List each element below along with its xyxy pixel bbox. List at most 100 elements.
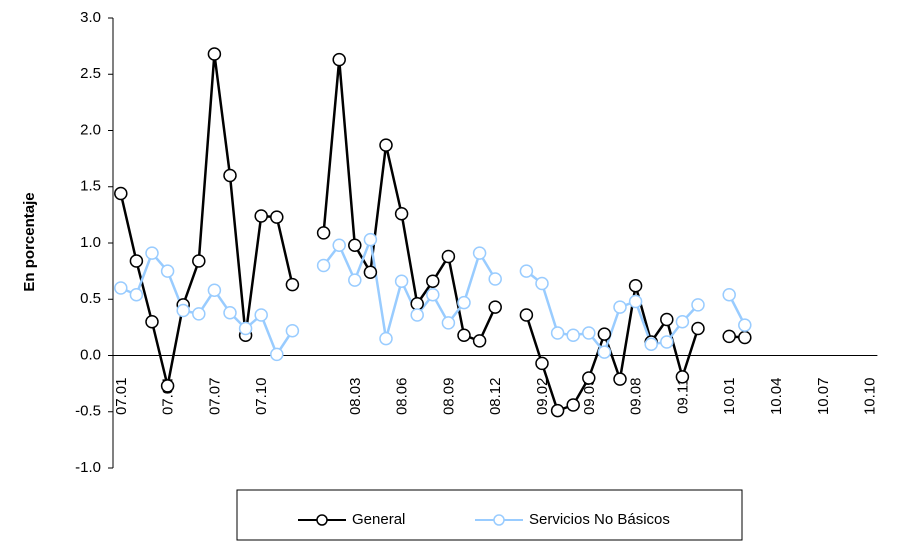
data-point bbox=[660, 335, 674, 349]
data-point bbox=[223, 306, 237, 320]
data-point bbox=[691, 298, 705, 312]
data-point bbox=[348, 238, 362, 252]
data-point bbox=[363, 265, 378, 279]
data-point bbox=[316, 226, 331, 240]
data-point bbox=[628, 294, 643, 309]
data-point bbox=[285, 324, 300, 338]
data-point bbox=[348, 273, 362, 287]
data-point bbox=[114, 281, 128, 295]
x-tick-label: 10.04 bbox=[768, 378, 785, 416]
x-tick-label: 09.11 bbox=[674, 378, 691, 414]
data-point bbox=[582, 326, 596, 340]
data-point bbox=[332, 238, 346, 252]
data-point bbox=[426, 274, 440, 288]
data-point bbox=[270, 347, 284, 362]
x-tick-label: 08.03 bbox=[347, 378, 364, 416]
legend-label: Servicios No Básicos bbox=[529, 511, 670, 528]
data-point bbox=[519, 264, 534, 278]
data-point bbox=[192, 254, 206, 268]
y-tick-label: 2.0 bbox=[80, 121, 101, 138]
data-point bbox=[535, 356, 549, 371]
legend-marker bbox=[493, 514, 505, 526]
y-tick-label: 0.0 bbox=[80, 346, 101, 363]
data-point bbox=[613, 372, 627, 386]
legend-marker bbox=[316, 514, 328, 526]
data-point bbox=[332, 52, 346, 67]
y-tick-label: -1.0 bbox=[75, 459, 101, 476]
y-tick-label: 1.0 bbox=[80, 234, 101, 251]
data-point bbox=[488, 272, 502, 286]
data-point bbox=[316, 258, 331, 273]
legend-label: General bbox=[352, 511, 405, 528]
data-point bbox=[254, 308, 268, 322]
data-point bbox=[644, 337, 658, 351]
data-point bbox=[410, 308, 424, 322]
data-point bbox=[285, 277, 300, 292]
series-line bbox=[119, 53, 745, 413]
x-tick-label: 07.07 bbox=[206, 378, 223, 416]
x-tick-label: 10.10 bbox=[862, 378, 879, 416]
data-point bbox=[472, 246, 487, 260]
x-tick-label: 08.06 bbox=[394, 378, 411, 416]
y-tick-label: 0.5 bbox=[80, 290, 101, 307]
data-point bbox=[722, 288, 736, 302]
data-point bbox=[722, 329, 736, 344]
x-tick-label: 09.08 bbox=[628, 378, 645, 416]
data-point bbox=[207, 47, 222, 61]
data-point bbox=[457, 328, 471, 342]
x-tick-label: 10.07 bbox=[815, 378, 832, 416]
data-point bbox=[192, 307, 206, 321]
data-point bbox=[379, 331, 393, 346]
y-tick-label: 1.5 bbox=[80, 178, 101, 195]
data-point bbox=[550, 403, 565, 418]
data-point bbox=[223, 168, 237, 183]
data-point bbox=[426, 288, 440, 302]
data-point bbox=[394, 274, 409, 288]
data-point bbox=[582, 371, 596, 385]
data-point bbox=[207, 283, 222, 297]
data-point bbox=[394, 207, 409, 221]
data-point bbox=[613, 300, 627, 314]
x-tick-label: 07.10 bbox=[253, 378, 270, 416]
data-point bbox=[254, 209, 268, 223]
data-point bbox=[660, 312, 674, 327]
data-point bbox=[114, 186, 128, 201]
data-point bbox=[270, 210, 284, 224]
data-point bbox=[457, 295, 471, 310]
data-point bbox=[472, 334, 487, 348]
data-point bbox=[566, 328, 580, 342]
data-point bbox=[519, 308, 534, 322]
data-point bbox=[566, 398, 580, 412]
data-point bbox=[597, 327, 612, 341]
data-point bbox=[363, 232, 378, 247]
x-tick-label: 10.01 bbox=[721, 378, 738, 416]
data-point bbox=[129, 254, 144, 268]
series-line bbox=[120, 234, 746, 358]
data-point bbox=[160, 264, 175, 278]
x-tick-label: 07.01 bbox=[113, 378, 130, 416]
data-point bbox=[738, 318, 752, 332]
data-point bbox=[535, 276, 549, 291]
x-tick-label: 08.09 bbox=[440, 378, 457, 416]
y-tick-label: -0.5 bbox=[75, 403, 101, 420]
data-point bbox=[176, 303, 190, 318]
data-point bbox=[628, 279, 643, 293]
data-point bbox=[441, 316, 456, 330]
data-point bbox=[145, 246, 159, 260]
data-point bbox=[550, 326, 565, 340]
y-tick-label: 2.5 bbox=[80, 65, 101, 82]
data-point bbox=[597, 345, 612, 359]
data-point bbox=[160, 379, 175, 393]
x-tick-label: 09.02 bbox=[534, 378, 551, 416]
data-point bbox=[145, 315, 159, 329]
data-point bbox=[238, 321, 253, 336]
data-point bbox=[441, 249, 456, 264]
data-point bbox=[675, 370, 690, 384]
data-point bbox=[129, 288, 144, 302]
data-point bbox=[675, 315, 690, 329]
data-point bbox=[410, 297, 424, 311]
data-point bbox=[691, 321, 705, 336]
x-tick-label: 08.12 bbox=[487, 378, 504, 416]
data-point bbox=[379, 138, 393, 152]
